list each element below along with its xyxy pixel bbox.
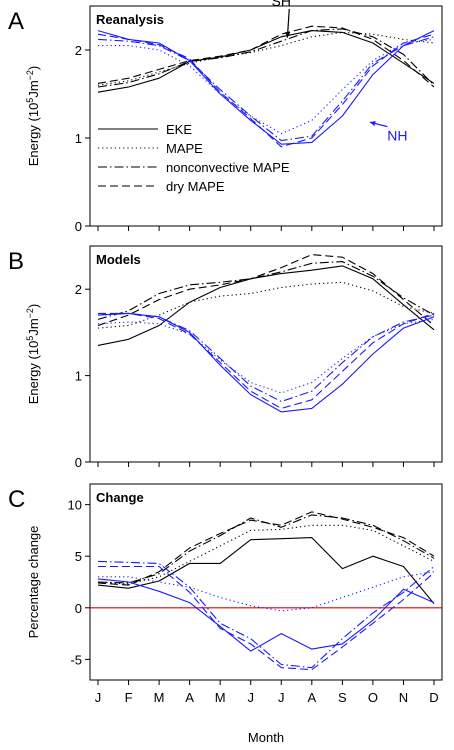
series-nh-mape: [98, 571, 435, 612]
panel-title: Change: [96, 490, 144, 505]
x-tick-label: M: [215, 690, 226, 705]
plot-frame: [89, 245, 443, 463]
series-nh-dry-mape: [97, 33, 435, 148]
plot-frame: [89, 483, 443, 681]
y-axis-label-part: −2: [25, 70, 35, 80]
series-nh-eke: [97, 30, 435, 145]
panel-letter: A: [8, 8, 24, 35]
series-sh-eke: [97, 265, 435, 346]
y-tick-label: 2: [75, 43, 82, 58]
x-tick-label: D: [429, 690, 438, 705]
y-axis-label-part: Energy (10: [26, 341, 41, 405]
panel-b: 0 1 2 B Models Energy (105Jm−2): [8, 245, 443, 470]
y-tick-label: 0: [75, 455, 82, 470]
y-axis-label-part: Jm: [26, 318, 41, 335]
series-nh-dry-mape: [98, 312, 435, 409]
y-axis-label: Energy (105Jm−2): [25, 66, 41, 167]
series-sh-mape: [97, 524, 435, 585]
series-sh-dry-mape: [97, 25, 435, 88]
y-tick-label: 5: [75, 549, 82, 564]
legend-label: dry MAPE: [166, 179, 225, 194]
x-tick-label: J: [95, 690, 102, 705]
panel-letter: B: [8, 248, 24, 275]
series-sh-mape: [97, 31, 435, 86]
y-tick-label: 0: [75, 601, 82, 616]
panel-letter: C: [8, 486, 25, 513]
x-tick-label: O: [368, 690, 378, 705]
x-tick-label: A: [307, 690, 316, 705]
x-tick-label: N: [399, 690, 408, 705]
annotation-nh: NH: [387, 128, 407, 144]
legend: EKE MAPE nonconvective MAPE dry MAPE: [98, 122, 290, 194]
series-sh-nonconvective-mape: [97, 28, 435, 88]
y-tick-label: 1: [75, 369, 82, 384]
panel-title: Models: [96, 252, 141, 267]
x-tick-label: M: [154, 690, 165, 705]
y-tick-label: 10: [68, 498, 82, 513]
series-sh-dry-mape: [97, 254, 435, 327]
series-nh-eke: [97, 578, 435, 652]
y-axis-label-part: ): [26, 66, 41, 70]
plot-frame: [89, 5, 443, 227]
y-tick-label: 1: [75, 131, 82, 146]
series-nh-nonconvective-mape: [97, 312, 435, 403]
series-sh-eke: [97, 537, 435, 605]
series-sh-nonconvective-mape: [97, 261, 435, 320]
panel-title: Reanalysis: [96, 12, 164, 27]
panel-a: 0 1 2 A Reanalysis Energy (105Jm−2) SH NH EKE MAP…: [8, 0, 443, 234]
y-tick-label: 2: [75, 282, 82, 297]
x-tick-label: J: [278, 690, 285, 705]
legend-label: MAPE: [166, 141, 203, 156]
series-nh-dry-mape: [98, 565, 435, 671]
y-axis-label: Percentage change: [26, 526, 41, 639]
series-nh-nonconvective-mape: [97, 36, 435, 142]
series-nh-eke: [97, 312, 435, 413]
y-axis-label-part: Jm: [26, 80, 41, 97]
y-axis-label-part: 5: [25, 336, 35, 341]
y-axis-label-part: ): [26, 304, 41, 308]
annotation-sh: SH: [272, 0, 291, 9]
x-tick-label: J: [247, 690, 254, 705]
y-axis-label-part: −2: [25, 308, 35, 318]
series-nh-mape: [98, 38, 435, 135]
series-nh-nonconvective-mape: [97, 560, 435, 669]
y-axis-label: Energy (105Jm−2): [25, 304, 41, 405]
annotation-arrowhead: [285, 32, 291, 38]
y-axis-label-part: 5: [25, 98, 35, 103]
series-sh-nonconvective-mape: [97, 514, 435, 584]
x-tick-label: A: [185, 690, 194, 705]
series-sh-dry-mape: [97, 511, 435, 586]
annotation-arrowhead: [369, 121, 376, 126]
x-tick-label: S: [338, 690, 347, 705]
x-tick-label: F: [125, 690, 133, 705]
series-sh-eke: [97, 30, 435, 93]
panel-c: -5 0 5 10 J F M A M J J A S O N D C Change Percentage chan…: [8, 483, 443, 705]
y-axis-label-part: Energy (10: [26, 103, 41, 167]
x-axis-label: Month: [248, 730, 284, 745]
y-tick-label: 0: [75, 219, 82, 234]
legend-label: nonconvective MAPE: [166, 160, 290, 175]
y-tick-label: -5: [70, 652, 82, 667]
legend-label: EKE: [166, 122, 192, 137]
